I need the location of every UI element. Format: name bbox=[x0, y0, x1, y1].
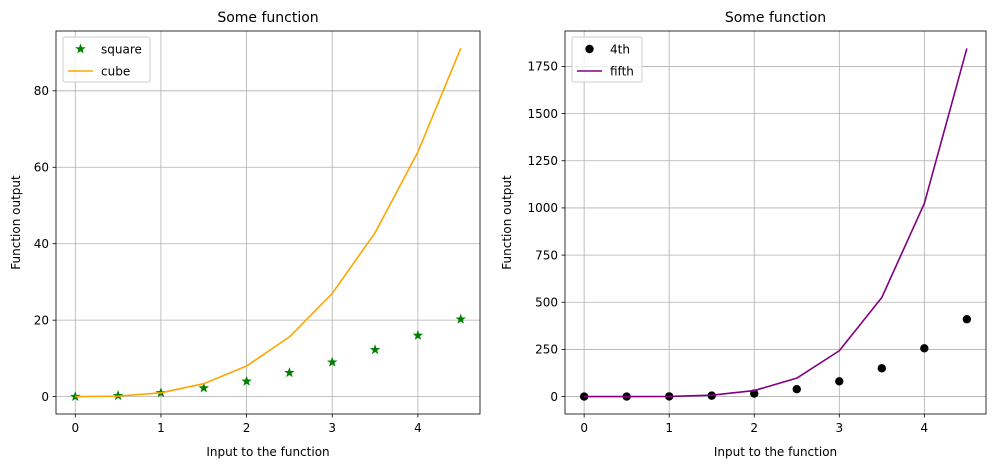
right-tick-layer: 0 1 2 3 4 0 250 500 750 1000 1250 1500 1750 bbox=[527, 60, 928, 435]
right-chart-panel: Some function Input to the function Func… bbox=[500, 10, 987, 459]
right-y-tick-label: 1750 bbox=[527, 60, 558, 74]
legend-label-fifth: fifth bbox=[610, 64, 634, 78]
data-point-square bbox=[284, 367, 295, 378]
right-y-tick-label: 1000 bbox=[527, 201, 558, 215]
legend-label-cube: cube bbox=[101, 64, 130, 78]
left-x-tick-label: 3 bbox=[328, 421, 336, 435]
left-x-tick-label: 1 bbox=[157, 421, 165, 435]
data-point-square bbox=[455, 313, 466, 324]
legend-marker-swatch bbox=[585, 44, 594, 54]
left-axes-frame bbox=[55, 30, 481, 415]
legend-marker-swatch bbox=[75, 43, 86, 54]
left-chart-panel: Some function Input to the function Func… bbox=[9, 10, 481, 459]
left-series-layer bbox=[70, 47, 466, 402]
right-x-tick-label: 1 bbox=[665, 421, 673, 435]
data-point-4th bbox=[920, 344, 929, 353]
right-y-axis-label: Function output bbox=[500, 175, 514, 270]
data-point-square bbox=[241, 375, 252, 386]
right-x-tick-label: 2 bbox=[750, 421, 758, 435]
right-y-tick-label: 0 bbox=[550, 390, 558, 404]
left-y-tick-label: 40 bbox=[34, 237, 49, 251]
left-grid bbox=[56, 31, 480, 414]
data-point-square bbox=[198, 382, 209, 393]
right-legend: 4th fifth bbox=[571, 36, 643, 83]
data-point-square bbox=[112, 390, 124, 401]
left-chart-title: Some function bbox=[217, 10, 318, 26]
left-x-tick-label: 4 bbox=[414, 421, 422, 435]
data-point-4th bbox=[962, 315, 972, 324]
legend-entry-cube: cube bbox=[68, 64, 130, 78]
legend-entry-4th: 4th bbox=[585, 42, 630, 56]
legend-marker-4th bbox=[585, 44, 594, 54]
legend-entry-fifth: fifth bbox=[577, 64, 634, 78]
legend-label-4th: 4th bbox=[610, 42, 630, 56]
data-point-4th bbox=[877, 364, 887, 373]
left-legend: square cube bbox=[62, 36, 151, 83]
data-point-square bbox=[327, 356, 338, 367]
right-axes-frame bbox=[564, 30, 987, 415]
right-x-tick-label: 4 bbox=[921, 421, 929, 435]
right-y-tick-label: 1500 bbox=[527, 107, 558, 121]
left-x-tick-label: 2 bbox=[243, 421, 251, 435]
data-point-square bbox=[369, 344, 381, 355]
right-x-tick-label: 3 bbox=[835, 421, 843, 435]
right-x-axis-label: Input to the function bbox=[714, 445, 837, 459]
left-y-axis-label: Function output bbox=[9, 175, 23, 270]
left-y-tick-label: 0 bbox=[41, 390, 49, 404]
data-point-4th bbox=[835, 377, 844, 386]
right-x-tick-label: 0 bbox=[580, 421, 588, 435]
data-point-4th bbox=[792, 385, 801, 394]
data-point-square bbox=[412, 329, 424, 340]
legend-marker-square bbox=[75, 43, 86, 54]
legend-entry-square: square bbox=[75, 42, 142, 56]
left-x-tick-label: 0 bbox=[71, 421, 79, 435]
series-line-fifth bbox=[584, 48, 968, 398]
left-y-tick-label: 80 bbox=[34, 84, 49, 98]
left-x-axis-label: Input to the function bbox=[206, 445, 329, 459]
right-y-tick-label: 500 bbox=[535, 296, 558, 310]
legend-label-square: square bbox=[101, 42, 142, 56]
right-y-tick-label: 750 bbox=[535, 248, 558, 262]
data-point-4th bbox=[579, 392, 589, 401]
right-y-tick-label: 250 bbox=[535, 343, 558, 357]
left-y-tick-label: 20 bbox=[34, 313, 49, 327]
right-y-tick-label: 1250 bbox=[527, 154, 558, 168]
right-series-layer bbox=[579, 48, 972, 401]
left-y-tick-label: 60 bbox=[34, 161, 49, 175]
right-chart-title: Some function bbox=[725, 10, 826, 26]
series-line-cube bbox=[75, 47, 462, 398]
